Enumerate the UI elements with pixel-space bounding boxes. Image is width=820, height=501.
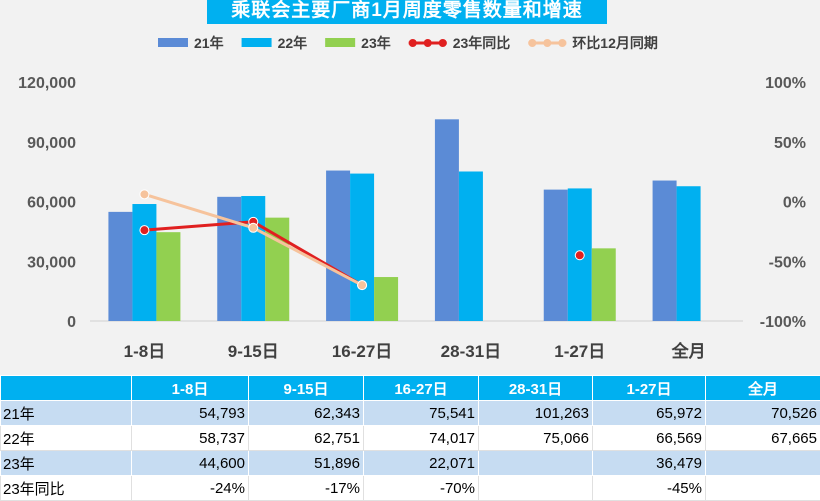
table-header-cell: 28-31日 — [478, 375, 593, 401]
x-tick-label: 16-27日 — [332, 342, 392, 361]
legend-label-21年: 21年 — [194, 35, 224, 51]
table-row: 23年同比 -24% -17% -70% -45% — [0, 475, 820, 501]
y-right-tick-label: 50% — [774, 135, 806, 152]
legend-marker-环比12月同期 — [528, 39, 537, 47]
chart-svg: 0 30,000 60,000 90,000 120,000 -100% -50% 0% 50%… — [18, 35, 806, 361]
row-label-cell: 23年 — [0, 450, 132, 476]
table-cell: 74,017 — [363, 425, 479, 451]
point-环比12月同期 — [357, 280, 368, 291]
table-header-cell: 1-27日 — [592, 375, 706, 401]
y-left-tick-label: 120,000 — [18, 75, 76, 92]
bar-21年-1-8日 — [108, 211, 133, 321]
legend-marker-环比12月同期 — [543, 39, 552, 47]
x-tick-label: 28-31日 — [441, 342, 501, 361]
point-23年同比 — [574, 250, 585, 261]
legend-label-环比12月同期: 环比12月同期 — [572, 35, 658, 51]
data-table: 1-8日 9-15日 16-27日 28-31日 1-27日 全月 21年 54,793 62,… — [0, 375, 820, 501]
legend-marker-23年同比 — [438, 39, 447, 47]
legend-label-23年同比: 23年同比 — [453, 35, 511, 51]
legend-marker-23年同比 — [423, 39, 432, 47]
table-cell: 70,526 — [705, 400, 820, 426]
bar-21年-16-27日 — [326, 170, 351, 321]
row-label-cell: 21年 — [0, 400, 132, 426]
y-right-tick-label: -50% — [769, 254, 806, 271]
table-row: 21年 54,793 62,343 75,541 101,263 65,972 70,526 — [0, 400, 820, 426]
table-row: 23年 44,600 51,896 22,071 36,479 — [0, 450, 820, 476]
x-tick-label: 1-27日 — [554, 342, 605, 361]
table-cell — [478, 450, 593, 476]
table-cell: -17% — [248, 475, 364, 501]
table-cell: 67,665 — [705, 425, 820, 451]
table-cell: 62,343 — [248, 400, 364, 426]
legend-label-22年: 22年 — [278, 35, 308, 51]
legend-label-23年: 23年 — [361, 35, 391, 51]
bar-21年-28-31日 — [434, 119, 459, 321]
point-23年同比 — [139, 225, 150, 236]
table-cell: 62,751 — [248, 425, 364, 451]
table-row: 22年 58,737 62,751 74,017 75,066 66,569 67,665 — [0, 425, 820, 451]
y-left-tick-label: 30,000 — [27, 254, 76, 271]
table-cell: 101,263 — [478, 400, 593, 426]
table-cell: 66,569 — [592, 425, 706, 451]
row-label-cell: 22年 — [0, 425, 132, 451]
chart-title: 乘联会主要厂商1月周度零售数量和增速 — [207, 0, 607, 24]
legend-swatch-23年 — [325, 38, 356, 47]
y-left-tick-label: 90,000 — [27, 135, 76, 152]
y-right-tick-label: -100% — [760, 314, 806, 331]
table-header-cell: 全月 — [705, 375, 820, 401]
table-cell: -45% — [592, 475, 706, 501]
row-label-cell: 23年同比 — [0, 475, 132, 501]
table-cell: 54,793 — [131, 400, 249, 426]
point-环比12月同期 — [139, 189, 150, 200]
table-cell: 75,541 — [363, 400, 479, 426]
bar-22年-28-31日 — [458, 171, 483, 321]
bar-22年-16-27日 — [350, 173, 375, 321]
legend-swatch-21年 — [158, 38, 188, 47]
legend-marker-23年同比 — [408, 39, 417, 47]
x-tick-label: 全月 — [671, 341, 706, 361]
x-tick-label: 9-15日 — [228, 342, 279, 361]
bar-21年-9-15日 — [217, 196, 242, 321]
table-cell — [705, 450, 820, 476]
bar-23年-16-27日 — [374, 277, 399, 321]
table-header-row: 1-8日 9-15日 16-27日 28-31日 1-27日 全月 — [0, 375, 820, 401]
bar-21年-全月 — [652, 180, 677, 321]
table-cell: 44,600 — [131, 450, 249, 476]
y-right-tick-label: 100% — [765, 75, 806, 92]
chart-area: 乘联会主要厂商1月周度零售数量和增速 0 30,000 60,000 90,000 12… — [18, 0, 806, 361]
x-tick-label: 1-8日 — [124, 342, 166, 361]
table-header-cell: 1-8日 — [131, 375, 249, 401]
table-cell: 22,071 — [363, 450, 479, 476]
table-cell: 51,896 — [248, 450, 364, 476]
legend-swatch-22年 — [241, 38, 272, 47]
point-环比12月同期 — [248, 222, 259, 233]
bar-23年-1-27日 — [591, 248, 616, 321]
y-right-tick-label: 0% — [783, 195, 806, 212]
bar-23年-9-15日 — [265, 217, 290, 321]
table-cell: 75,066 — [478, 425, 593, 451]
table-cell — [705, 475, 820, 501]
table-cell: -70% — [363, 475, 479, 501]
bar-22年-9-15日 — [241, 196, 266, 321]
bar-23年-1-8日 — [156, 232, 181, 321]
table-cell: -24% — [131, 475, 249, 501]
bar-22年-1-8日 — [132, 204, 157, 321]
table-header-cell: 16-27日 — [363, 375, 479, 401]
table-header-cell — [0, 375, 132, 401]
table-cell — [478, 475, 593, 501]
bar-21年-1-27日 — [543, 189, 568, 321]
y-left-tick-label: 60,000 — [27, 195, 76, 212]
y-left-tick-label: 0 — [67, 314, 76, 331]
legend-marker-环比12月同期 — [558, 39, 567, 47]
table-header-cell: 9-15日 — [248, 375, 364, 401]
table-cell: 65,972 — [592, 400, 706, 426]
bar-22年-全月 — [676, 186, 701, 321]
table-cell: 58,737 — [131, 425, 249, 451]
table-cell: 36,479 — [592, 450, 706, 476]
